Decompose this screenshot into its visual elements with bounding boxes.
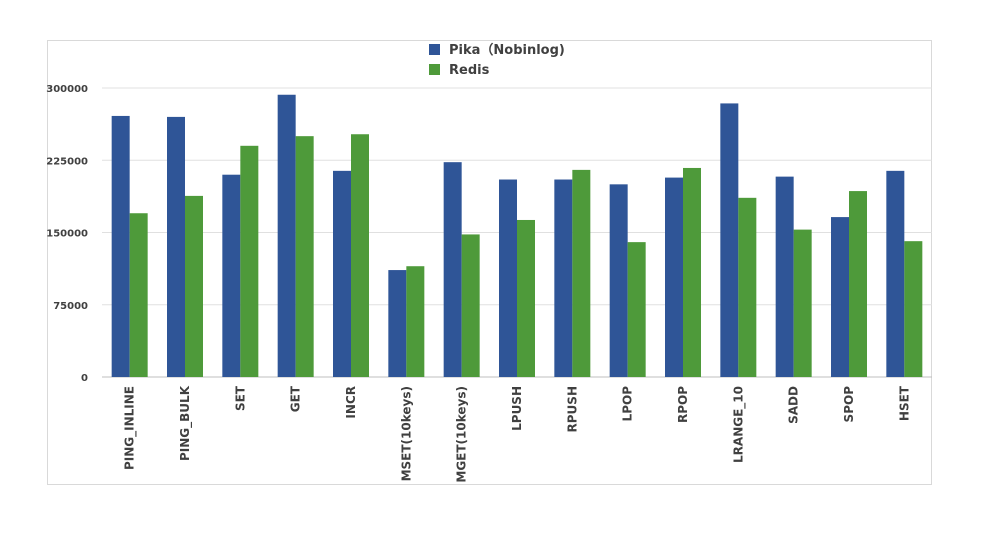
bar-redis	[572, 169, 591, 377]
bar-pika	[443, 162, 462, 377]
x-tick-label: SADD	[787, 386, 801, 424]
bar-redis	[683, 167, 701, 377]
bar-redis	[351, 134, 369, 377]
bar-redis	[406, 266, 425, 377]
x-tick-label: RPOP	[676, 386, 690, 423]
x-tick-label: GET	[289, 385, 303, 412]
x-tick-label: LPUSH	[510, 386, 524, 431]
x-tick-label: LPOP	[621, 386, 635, 422]
bar-redis	[295, 136, 314, 377]
y-tick-label: 0	[81, 373, 88, 384]
x-tick-label: SET	[233, 385, 247, 411]
bar-redis	[793, 229, 812, 377]
bar-redis	[627, 242, 646, 377]
bar-redis	[461, 234, 480, 377]
bar-redis	[738, 197, 757, 377]
bar-pika	[831, 217, 849, 377]
bar-redis	[129, 213, 148, 377]
x-tick-label: MGET(10keys)	[455, 386, 469, 483]
bar-pika	[665, 177, 683, 377]
bar-pika	[609, 184, 628, 377]
bar-pika	[388, 270, 407, 377]
x-tick-label: INCR	[344, 386, 358, 419]
y-tick-label: 225000	[46, 156, 88, 167]
y-tick-label: 300000	[46, 84, 88, 95]
y-tick-label: 75000	[53, 301, 88, 312]
x-tick-label: RPUSH	[565, 386, 579, 432]
x-tick-label: SPOP	[842, 386, 856, 423]
bar-pika	[333, 170, 351, 377]
legend-label: Redis	[449, 63, 490, 78]
x-tick-label: HSET	[897, 385, 911, 421]
bar-redis	[240, 145, 259, 377]
bar-pika	[167, 116, 185, 378]
bar-pika	[775, 176, 794, 377]
axes: 0 75000 150000 225000 300000 PING_INLINE PING_…	[46, 84, 911, 483]
x-tick-label: PING_INLINE	[123, 386, 138, 470]
bars	[111, 94, 923, 378]
x-tick-label: MSET(10keys)	[399, 386, 413, 481]
bar-pika	[720, 103, 739, 377]
bar-redis	[849, 191, 867, 377]
legend-label: Pika（Nobinlog)	[449, 42, 565, 58]
bar-pika	[111, 115, 130, 377]
x-tick-label: LRANGE_10	[731, 386, 746, 463]
bar-redis	[185, 195, 203, 377]
bar-pika	[222, 174, 241, 377]
bar-pika	[277, 94, 296, 377]
legend: Pika（Nobinlog) Redis	[429, 42, 565, 78]
legend-swatch	[429, 64, 440, 75]
bar-pika	[886, 170, 905, 377]
x-tick-label: PING_BULK	[178, 385, 193, 461]
bar-pika	[499, 179, 517, 377]
legend-swatch	[429, 44, 440, 55]
bar-redis	[904, 241, 923, 377]
y-tick-label: 150000	[46, 229, 88, 240]
bar-redis	[517, 219, 535, 377]
bar-pika	[554, 179, 573, 377]
